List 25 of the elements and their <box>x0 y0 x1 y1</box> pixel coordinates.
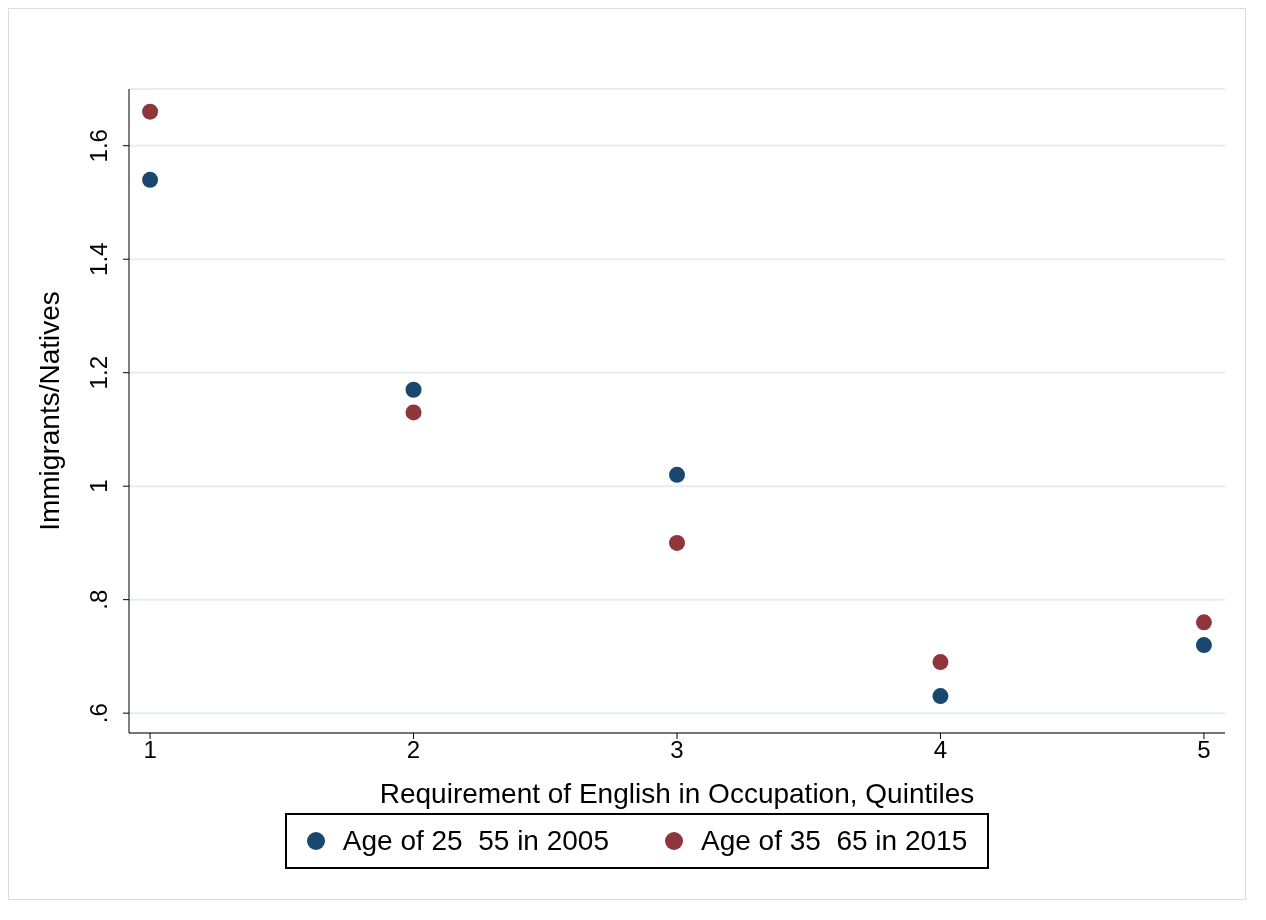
x-tick-label: 1 <box>143 736 157 764</box>
point <box>405 381 422 398</box>
y-tick-label: .8 <box>85 589 112 610</box>
point <box>669 534 685 551</box>
point <box>142 103 159 120</box>
point <box>669 466 685 483</box>
y-axis-title: Immigrants/Natives <box>33 291 65 531</box>
x-tick-label: 2 <box>406 736 421 764</box>
point <box>405 404 422 421</box>
legend-label: Age of 35 65 in 2015 <box>700 825 968 857</box>
x-tick-label: 3 <box>670 736 684 764</box>
y-tick-label: 1.2 <box>85 356 112 390</box>
x-tick-label: 5 <box>1197 736 1211 764</box>
x-axis-title: Requirement of English in Occupation, Quintiles <box>379 778 975 809</box>
y-tick-label: 1.4 <box>85 242 112 276</box>
x-tick-label: 4 <box>933 736 948 764</box>
legend-label: Age of 25 55 in 2005 <box>341 825 609 857</box>
point <box>1195 614 1212 631</box>
point <box>1195 637 1212 654</box>
y-tick-label: 1 <box>85 479 112 493</box>
point <box>932 688 949 705</box>
point <box>932 654 949 671</box>
y-tick-label: .6 <box>85 703 112 724</box>
y-tick-label: 1.6 <box>85 129 112 163</box>
point <box>142 171 159 188</box>
